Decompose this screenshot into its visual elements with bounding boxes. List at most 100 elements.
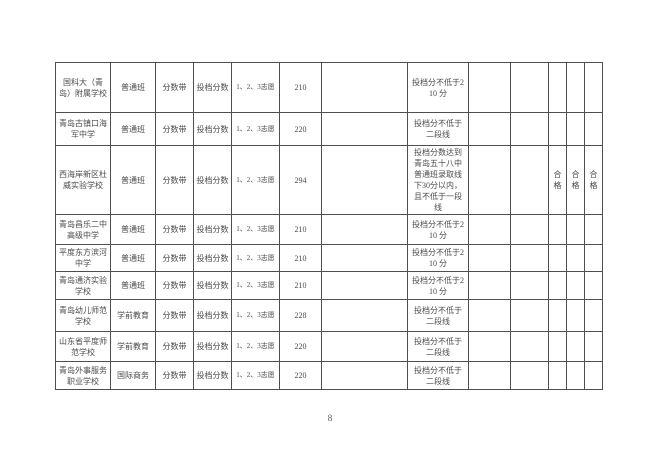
cell-criteria-type: 投档分数 bbox=[193, 145, 232, 215]
cell-requirement: 投档分不低于二段线 bbox=[407, 112, 469, 146]
cell-blank-c bbox=[510, 145, 549, 215]
cell-school-name: 国科大（青岛）附属学校 bbox=[55, 62, 111, 113]
cell-score: 210 bbox=[279, 244, 322, 272]
cell-qual3 bbox=[584, 331, 603, 362]
cell-enrollment-type: 普通班 bbox=[110, 112, 156, 146]
cell-preference: 1、2、3志愿 bbox=[231, 214, 280, 245]
cell-blank-c bbox=[510, 244, 549, 272]
cell-requirement: 投档分不低于210 分 bbox=[407, 244, 469, 272]
cell-blank-c bbox=[510, 112, 549, 146]
cell-criteria-type: 投档分数 bbox=[193, 299, 232, 332]
cell-qual1 bbox=[548, 361, 567, 390]
cell-enrollment-type: 普通班 bbox=[110, 214, 156, 245]
cell-blank-b bbox=[468, 244, 511, 272]
cell-criteria-type: 投档分数 bbox=[193, 112, 232, 146]
cell-qual1 bbox=[548, 244, 567, 272]
cell-blank-b bbox=[468, 271, 511, 300]
cell-qual3 bbox=[584, 244, 603, 272]
table-row: 平度东方滨河中学 普通班 分数带 投档分数 1、2、3志愿 210 投档分不低于210 分 bbox=[55, 244, 603, 272]
cell-enrollment-type: 普通班 bbox=[110, 145, 156, 215]
table-row: 青岛古镇口海军中学 普通班 分数带 投档分数 1、2、3志愿 220 投档分不低于二段线 bbox=[55, 112, 603, 146]
cell-blank-c bbox=[510, 331, 549, 362]
cell-qual2 bbox=[566, 112, 585, 146]
cell-requirement: 投档分不低于210 分 bbox=[407, 62, 469, 113]
cell-enrollment-type: 学前教育 bbox=[110, 299, 156, 332]
cell-qual2 bbox=[566, 299, 585, 332]
cell-blank-c bbox=[510, 271, 549, 300]
cell-qual1: 合格 bbox=[548, 145, 567, 215]
cell-blank-a bbox=[321, 361, 408, 390]
cell-preference: 1、2、3志愿 bbox=[231, 145, 280, 215]
cell-preference: 1、2、3志愿 bbox=[231, 244, 280, 272]
cell-blank-b bbox=[468, 62, 511, 113]
cell-preference: 1、2、3志愿 bbox=[231, 331, 280, 362]
cell-preference: 1、2、3志愿 bbox=[231, 299, 280, 332]
cell-score: 228 bbox=[279, 299, 322, 332]
cell-qual1 bbox=[548, 271, 567, 300]
cell-qual1 bbox=[548, 214, 567, 245]
cell-blank-a bbox=[321, 331, 408, 362]
cell-qual1 bbox=[548, 62, 567, 113]
cell-qual1 bbox=[548, 331, 567, 362]
cell-score: 220 bbox=[279, 361, 322, 390]
cell-blank-b bbox=[468, 361, 511, 390]
cell-qual3 bbox=[584, 299, 603, 332]
cell-qual1 bbox=[548, 112, 567, 146]
cell-qual2 bbox=[566, 62, 585, 113]
cell-criteria-type: 投档分数 bbox=[193, 361, 232, 390]
admissions-table: 国科大（青岛）附属学校 普通班 分数带 投档分数 1、2、3志愿 210 投档分不低于210… bbox=[55, 62, 603, 390]
cell-school-name: 青岛外事服务职业学校 bbox=[55, 361, 111, 390]
cell-blank-a bbox=[321, 271, 408, 300]
cell-blank-b bbox=[468, 214, 511, 245]
table-row: 国科大（青岛）附属学校 普通班 分数带 投档分数 1、2、3志愿 210 投档分不低于210… bbox=[55, 62, 603, 113]
cell-blank-b bbox=[468, 145, 511, 215]
cell-preference: 1、2、3志愿 bbox=[231, 62, 280, 113]
cell-blank-a bbox=[321, 299, 408, 332]
cell-qual3 bbox=[584, 62, 603, 113]
cell-requirement: 投档分不低于210 分 bbox=[407, 214, 469, 245]
cell-blank-c bbox=[510, 62, 549, 113]
page-number: 8 bbox=[327, 413, 333, 423]
cell-blank-c bbox=[510, 299, 549, 332]
cell-criteria-type: 投档分数 bbox=[193, 331, 232, 362]
cell-school-name: 青岛通济实验学校 bbox=[55, 271, 111, 300]
cell-qual2 bbox=[566, 244, 585, 272]
cell-qual3 bbox=[584, 214, 603, 245]
cell-qual2: 合格 bbox=[566, 145, 585, 215]
cell-requirement: 投档分不低于二段线 bbox=[407, 299, 469, 332]
cell-score: 294 bbox=[279, 145, 322, 215]
cell-blank-b bbox=[468, 299, 511, 332]
cell-score: 210 bbox=[279, 62, 322, 113]
cell-admission-mode: 分数带 bbox=[155, 331, 194, 362]
cell-qual2 bbox=[566, 361, 585, 390]
cell-blank-a bbox=[321, 244, 408, 272]
cell-admission-mode: 分数带 bbox=[155, 271, 194, 300]
cell-qual2 bbox=[566, 214, 585, 245]
table-row: 西海岸新区杜威实验学校 普通班 分数带 投档分数 1、2、3志愿 294 投档分数达到青岛五… bbox=[55, 145, 603, 215]
cell-qual2 bbox=[566, 331, 585, 362]
cell-blank-a bbox=[321, 214, 408, 245]
admissions-table-body: 国科大（青岛）附属学校 普通班 分数带 投档分数 1、2、3志愿 210 投档分不低于210… bbox=[55, 62, 603, 390]
cell-school-name: 山东省平度师范学校 bbox=[55, 331, 111, 362]
cell-enrollment-type: 学前教育 bbox=[110, 331, 156, 362]
cell-qual3 bbox=[584, 112, 603, 146]
cell-school-name: 青岛古镇口海军中学 bbox=[55, 112, 111, 146]
cell-score: 220 bbox=[279, 112, 322, 146]
cell-qual3 bbox=[584, 271, 603, 300]
table-row: 青岛通济实验学校 普通班 分数带 投档分数 1、2、3志愿 210 投档分不低于210 分 bbox=[55, 271, 603, 300]
cell-blank-c bbox=[510, 214, 549, 245]
cell-enrollment-type: 普通班 bbox=[110, 62, 156, 113]
cell-blank-b bbox=[468, 112, 511, 146]
cell-admission-mode: 分数带 bbox=[155, 361, 194, 390]
cell-enrollment-type: 国际商务 bbox=[110, 361, 156, 390]
cell-requirement: 投档分不低于210 分 bbox=[407, 271, 469, 300]
cell-score: 210 bbox=[279, 214, 322, 245]
cell-criteria-type: 投档分数 bbox=[193, 271, 232, 300]
cell-blank-a bbox=[321, 62, 408, 113]
table-row: 青岛幼儿师范学校 学前教育 分数带 投档分数 1、2、3志愿 228 投档分不低于二段线 bbox=[55, 299, 603, 332]
cell-admission-mode: 分数带 bbox=[155, 299, 194, 332]
cell-school-name: 西海岸新区杜威实验学校 bbox=[55, 145, 111, 215]
cell-score: 220 bbox=[279, 331, 322, 362]
cell-admission-mode: 分数带 bbox=[155, 145, 194, 215]
